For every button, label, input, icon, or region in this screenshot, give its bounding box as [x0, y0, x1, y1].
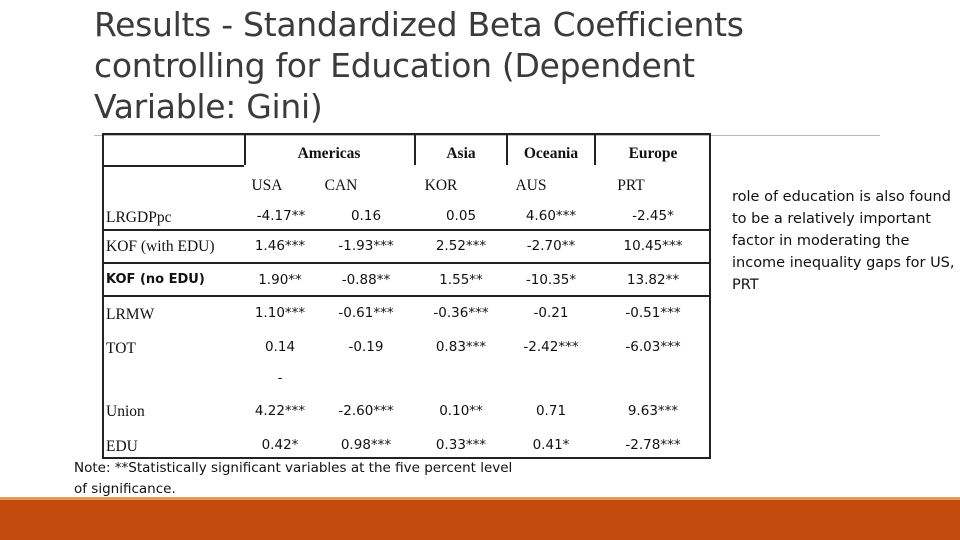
table-cell: -0.19	[348, 339, 384, 355]
row-divider	[102, 229, 711, 231]
table-cell: -2.70**	[526, 238, 576, 254]
table-cell: 0.41*	[532, 437, 570, 453]
table-cell: -2.60***	[338, 403, 394, 419]
table-cell: 0.71	[535, 403, 567, 419]
row-divider	[102, 295, 711, 297]
table-cell: -0.88**	[341, 272, 391, 288]
table-cell: 4.22***	[254, 403, 306, 419]
region-header: Asia	[446, 145, 476, 162]
slide-title: Results - Standardized Beta Coefficients…	[94, 5, 744, 126]
country-header: KOR	[424, 177, 458, 194]
row-divider	[102, 262, 711, 264]
country-header: USA	[251, 177, 283, 194]
header-divider	[102, 165, 244, 167]
table-cell: -0.21	[533, 305, 569, 321]
table-cell: -1.93***	[338, 238, 394, 254]
table-cell: 0.16	[350, 208, 382, 224]
row-label: KOF (with EDU)	[106, 238, 215, 255]
region-header: Americas	[297, 145, 361, 162]
table-cell: -0.51***	[625, 305, 681, 321]
table-cell: -6.03***	[625, 339, 681, 355]
table-cell: -2.78***	[625, 437, 681, 453]
row-label: LRGDPpc	[106, 209, 172, 226]
stray-dash: -	[277, 370, 283, 386]
table-cell: 0.83***	[435, 339, 487, 355]
table-cell: 1.46***	[254, 238, 306, 254]
row-label: TOT	[106, 340, 136, 357]
table-cell: 0.10**	[439, 403, 483, 419]
title-rule	[94, 135, 880, 136]
table-cell: 0.42*	[261, 437, 299, 453]
table-cell: 10.45***	[623, 238, 683, 254]
table-cell: -0.61***	[338, 305, 394, 321]
table-cell: 4.60***	[525, 208, 577, 224]
table-cell: 0.05	[445, 208, 477, 224]
country-header: AUS	[515, 177, 547, 194]
table-cell: 13.82**	[626, 272, 680, 288]
row-label: KOF (no EDU)	[106, 272, 205, 287]
row-label: EDU	[106, 438, 138, 455]
table-cell: 1.90**	[258, 272, 302, 288]
region-header: Oceania	[523, 145, 579, 162]
row-label: Union	[106, 403, 145, 420]
table-cell: -2.45*	[632, 208, 674, 224]
region-header: Europe	[628, 145, 678, 162]
row-label: LRMW	[106, 306, 155, 323]
header-divider	[506, 133, 508, 165]
table-cell: 1.10***	[254, 305, 306, 321]
table-cell: -10.35*	[525, 272, 577, 288]
table-cell: 2.52***	[435, 238, 487, 254]
footer-bar	[0, 497, 960, 540]
table-cell: -0.36***	[433, 305, 489, 321]
table-note: Note: **Statistically significant variab…	[74, 460, 513, 497]
side-commentary: role of education is also found to be a …	[732, 189, 955, 293]
table-cell: -4.17**	[256, 208, 306, 224]
table-cell: 1.55**	[439, 272, 483, 288]
table-cell: 0.14	[264, 339, 296, 355]
table-cell: 0.98***	[340, 437, 392, 453]
header-divider	[594, 133, 596, 165]
country-header: PRT	[617, 177, 645, 194]
country-header: CAN	[324, 177, 358, 194]
header-divider	[414, 133, 416, 165]
table-cell: 0.33***	[435, 437, 487, 453]
footer-accent	[0, 497, 960, 500]
header-divider	[244, 133, 246, 165]
table-cell: 9.63***	[627, 403, 679, 419]
table-cell: -2.42***	[523, 339, 579, 355]
